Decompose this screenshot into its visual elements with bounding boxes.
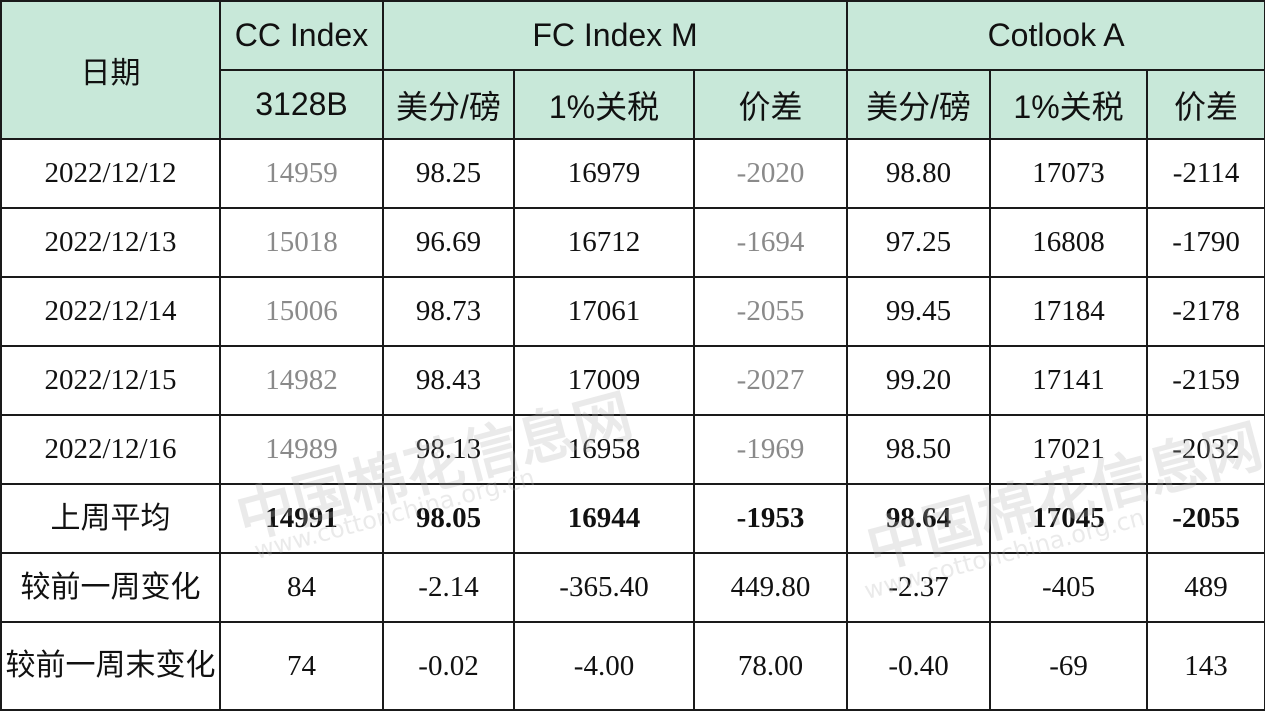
cell-fc-spread: -1969 xyxy=(692,414,849,485)
cell-cc: 15006 xyxy=(219,276,384,347)
cell-ca-tariff: -405 xyxy=(989,552,1149,623)
cell-fc-spread: -2020 xyxy=(692,138,849,209)
cell-fc-usd: 96.69 xyxy=(382,207,515,278)
cell-cc: 74 xyxy=(219,621,384,711)
cell-fc-tariff: 16944 xyxy=(513,483,695,554)
average-row: 上周平均 14991 98.05 16944 -1953 98.64 17045… xyxy=(0,483,1265,554)
row-label-weekly-average: 上周平均 xyxy=(0,483,221,554)
cell-fc-usd: 98.05 xyxy=(382,483,515,554)
cell-ca-usd: 98.64 xyxy=(846,483,992,554)
row-label-weekend-change: 较前一周末变化 xyxy=(0,621,221,711)
cell-ca-spread: 489 xyxy=(1146,552,1265,623)
cell-cc: 14959 xyxy=(219,138,384,209)
table-row: 2022/12/15 14982 98.43 17009 -2027 99.20… xyxy=(0,345,1265,416)
cell-ca-usd: 97.25 xyxy=(846,207,992,278)
cell-ca-spread: -2178 xyxy=(1146,276,1265,347)
cell-fc-spread: -1953 xyxy=(692,483,849,554)
cell-date: 2022/12/13 xyxy=(0,207,221,278)
cell-date: 2022/12/15 xyxy=(0,345,221,416)
cell-ca-tariff: -69 xyxy=(989,621,1149,711)
cell-cc: 14989 xyxy=(219,414,384,485)
header-fc-spread: 价差 xyxy=(692,69,849,140)
cell-fc-tariff: 16958 xyxy=(513,414,695,485)
cell-ca-spread: -2159 xyxy=(1146,345,1265,416)
cell-ca-usd: 99.20 xyxy=(846,345,992,416)
cell-fc-tariff: -4.00 xyxy=(513,621,695,711)
header-fc-tariff: 1%关税 xyxy=(513,69,695,140)
cell-fc-spread: -2027 xyxy=(692,345,849,416)
cell-ca-usd: 99.45 xyxy=(846,276,992,347)
cell-fc-usd: 98.43 xyxy=(382,345,515,416)
cell-fc-tariff: 17061 xyxy=(513,276,695,347)
cell-fc-tariff: 16979 xyxy=(513,138,695,209)
cell-ca-spread: -2055 xyxy=(1146,483,1265,554)
cell-ca-spread: -1790 xyxy=(1146,207,1265,278)
cell-ca-usd: 98.80 xyxy=(846,138,992,209)
weekend-change-row: 较前一周末变化 74 -0.02 -4.00 78.00 -0.40 -69 1… xyxy=(0,621,1265,711)
cell-fc-tariff: 17009 xyxy=(513,345,695,416)
header-fc-index: FC Index M xyxy=(381,0,849,71)
cell-ca-tariff: 17141 xyxy=(989,345,1149,416)
cell-fc-usd: 98.73 xyxy=(382,276,515,347)
header-cotlook: Cotlook A xyxy=(846,0,1265,71)
cell-fc-tariff: 16712 xyxy=(513,207,695,278)
cell-cc: 14982 xyxy=(219,345,384,416)
cell-fc-tariff: -365.40 xyxy=(513,552,695,623)
cell-ca-tariff: 17045 xyxy=(989,483,1149,554)
header-fc-usd-per-lb: 美分/磅 xyxy=(382,69,515,140)
header-cc-3128b: 3128B xyxy=(219,69,384,140)
cell-ca-spread: -2032 xyxy=(1146,414,1265,485)
cell-fc-usd: -2.14 xyxy=(382,552,515,623)
table-row: 2022/12/14 15006 98.73 17061 -2055 99.45… xyxy=(0,276,1265,347)
cell-ca-tariff: 17021 xyxy=(989,414,1149,485)
header-cc-index: CC Index xyxy=(219,0,384,71)
cell-ca-tariff: 16808 xyxy=(989,207,1149,278)
table-row: 2022/12/12 14959 98.25 16979 -2020 98.80… xyxy=(0,138,1265,209)
cell-cc: 14991 xyxy=(219,483,384,554)
cell-cc: 15018 xyxy=(219,207,384,278)
header-date: 日期 xyxy=(0,0,221,140)
header-ca-tariff: 1%关税 xyxy=(989,69,1149,140)
cell-cc: 84 xyxy=(219,552,384,623)
table-row: 2022/12/13 15018 96.69 16712 -1694 97.25… xyxy=(0,207,1265,278)
cell-date: 2022/12/14 xyxy=(0,276,221,347)
cell-fc-usd: 98.13 xyxy=(382,414,515,485)
cell-ca-tariff: 17184 xyxy=(989,276,1149,347)
cell-ca-usd: 98.50 xyxy=(846,414,992,485)
cell-fc-spread: -1694 xyxy=(692,207,849,278)
cell-date: 2022/12/16 xyxy=(0,414,221,485)
header-ca-usd-per-lb: 美分/磅 xyxy=(846,69,992,140)
row-label-weekly-change: 较前一周变化 xyxy=(0,552,221,623)
cell-ca-spread: 143 xyxy=(1146,621,1265,711)
cell-ca-usd: -2.37 xyxy=(846,552,992,623)
weekly-change-row: 较前一周变化 84 -2.14 -365.40 449.80 -2.37 -40… xyxy=(0,552,1265,623)
cell-ca-tariff: 17073 xyxy=(989,138,1149,209)
cell-fc-spread: 78.00 xyxy=(692,621,849,711)
cell-fc-spread: -2055 xyxy=(692,276,849,347)
cell-fc-spread: 449.80 xyxy=(692,552,849,623)
cell-fc-usd: -0.02 xyxy=(382,621,515,711)
cell-fc-usd: 98.25 xyxy=(382,138,515,209)
header-ca-spread: 价差 xyxy=(1146,69,1265,140)
cell-ca-usd: -0.40 xyxy=(846,621,992,711)
cell-date: 2022/12/12 xyxy=(0,138,221,209)
cell-ca-spread: -2114 xyxy=(1146,138,1265,209)
table-row: 2022/12/16 14989 98.13 16958 -1969 98.50… xyxy=(0,414,1265,485)
